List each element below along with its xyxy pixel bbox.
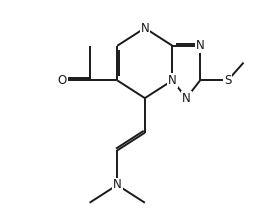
- Text: N: N: [196, 39, 204, 52]
- Text: N: N: [140, 22, 149, 34]
- Text: N: N: [168, 74, 177, 87]
- Text: O: O: [57, 74, 66, 87]
- Text: N: N: [182, 92, 191, 105]
- Text: N: N: [113, 178, 122, 192]
- Text: S: S: [224, 74, 232, 87]
